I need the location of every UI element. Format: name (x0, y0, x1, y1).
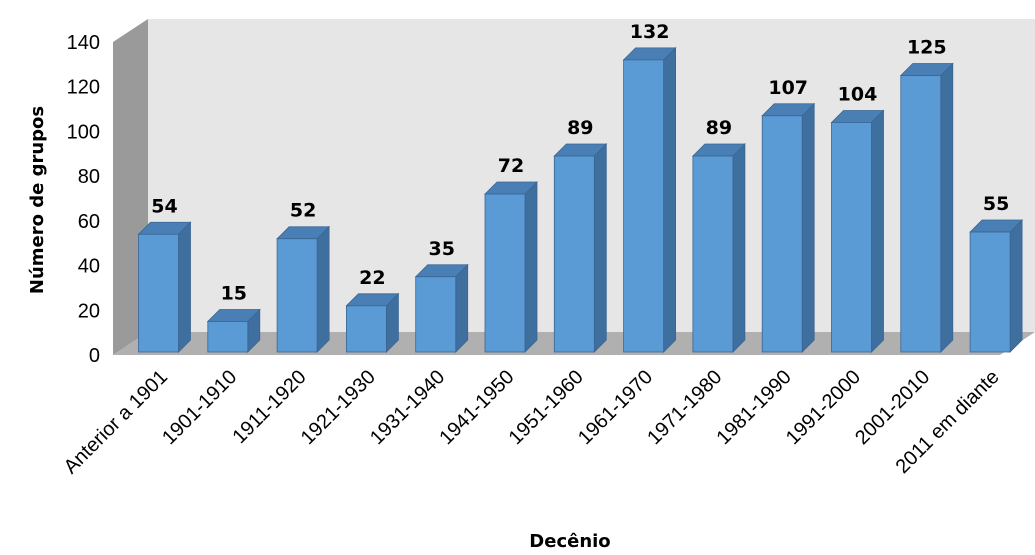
data-label: 104 (838, 83, 878, 105)
x-axis-title: Decênio (529, 531, 610, 552)
bar (553, 143, 608, 353)
y-tick-label: 40 (78, 256, 100, 278)
x-tick-label: 1971-1980 (643, 366, 726, 449)
bar (206, 308, 261, 353)
y-tick-label: 60 (78, 211, 100, 233)
x-tick-label: Anterior a 1901 (60, 366, 172, 478)
bar (484, 181, 538, 353)
bar-front (692, 155, 734, 353)
bar-side (801, 102, 815, 353)
y-tick-label: 100 (67, 121, 100, 143)
bar (830, 109, 885, 353)
bar-side (455, 263, 469, 353)
bar-front (138, 233, 179, 353)
bar-side (1009, 219, 1023, 353)
bar-front (484, 193, 526, 353)
bar-front (276, 238, 318, 353)
bar-front (345, 305, 387, 353)
y-tick-label: 80 (78, 166, 100, 188)
bar (345, 292, 400, 353)
y-tick-label: 0 (89, 345, 100, 367)
data-label: 35 (428, 238, 454, 260)
y-tick-label: 140 (67, 32, 100, 54)
x-tick-label: 1951-1960 (505, 366, 588, 449)
x-tick-label: 1991-2000 (782, 366, 865, 449)
x-axis-ticks: Anterior a 19011901-19101911-19201921-19… (60, 366, 1004, 478)
data-label: 132 (630, 21, 670, 43)
bar (969, 219, 1024, 353)
bar (691, 143, 746, 353)
bar (899, 62, 954, 353)
data-label: 15 (221, 282, 247, 304)
x-tick-label: 1981-1990 (713, 366, 796, 449)
data-label: 107 (768, 77, 808, 99)
bar-side (871, 109, 884, 353)
y-axis-title: Número de grupos (27, 106, 48, 294)
bar-side (732, 143, 746, 353)
bar (137, 221, 192, 353)
bar-front (761, 115, 803, 353)
x-tick-label: 1901-1910 (158, 366, 241, 449)
bar-front (623, 59, 664, 353)
y-axis-ticks: 0 20 40 60 80 100 120 140 (67, 32, 100, 367)
x-tick-label: 1941-1950 (435, 366, 518, 449)
bar-front (900, 75, 942, 353)
bar-front (553, 155, 595, 353)
bar-side (940, 62, 954, 353)
data-label: 72 (498, 155, 524, 177)
data-label: 22 (359, 267, 385, 289)
bar-front (415, 276, 457, 353)
bar (276, 225, 331, 353)
x-tick-label: 1931-1940 (366, 366, 449, 449)
bar (414, 263, 469, 353)
data-label: 89 (567, 117, 593, 139)
bar-side (178, 221, 191, 353)
data-label: 52 (290, 200, 316, 222)
x-tick-label: 1921-1930 (297, 366, 380, 449)
bar-front (831, 122, 872, 353)
data-label: 125 (907, 37, 947, 59)
bar (622, 46, 677, 353)
x-tick-label: 1961-1970 (574, 366, 657, 449)
bars: 54 15 52 22 35 72 89 132 89 107 104 125 55 (137, 21, 1024, 353)
data-label: 89 (706, 117, 732, 139)
data-label: 54 (151, 195, 177, 217)
bar-side (663, 46, 676, 353)
bar-front (207, 321, 249, 353)
y-tick-label: 120 (67, 77, 100, 99)
y-tick-label: 20 (78, 300, 100, 322)
bar-side (316, 225, 330, 353)
bar-front (969, 231, 1011, 353)
bar-side (524, 181, 538, 353)
bar (761, 102, 816, 353)
bar-side (593, 143, 607, 353)
data-label: 55 (983, 193, 1009, 215)
